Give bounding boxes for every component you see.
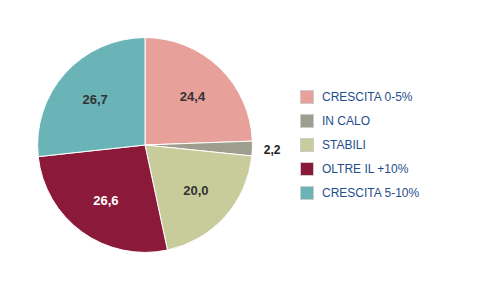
html-text:STABILI: STABILI bbox=[322, 138, 366, 152]
html-text:IN CALO: IN CALO bbox=[322, 114, 370, 128]
html-text:CRESCITA 5-10%: CRESCITA 5-10% bbox=[322, 186, 420, 200]
html-text:CRESCITA 0-5%: CRESCITA 0-5% bbox=[322, 90, 413, 104]
svg-text:26,6: 26,6 bbox=[93, 193, 118, 208]
html-text:OLTRE IL +10%: OLTRE IL +10% bbox=[322, 162, 409, 176]
svg-text:2,2: 2,2 bbox=[264, 143, 281, 157]
svg-text:24,4: 24,4 bbox=[180, 89, 206, 104]
svg-text:20,0: 20,0 bbox=[183, 183, 208, 198]
svg-text:26,7: 26,7 bbox=[82, 92, 107, 107]
